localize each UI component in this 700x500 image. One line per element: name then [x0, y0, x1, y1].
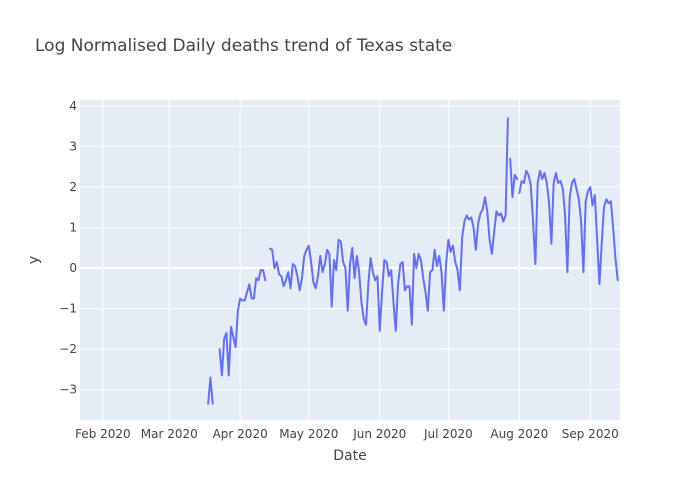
x-tick-label: Sep 2020: [562, 427, 619, 441]
y-tick-label: −1: [59, 302, 77, 316]
x-tick-label: Aug 2020: [490, 427, 548, 441]
x-axis-title: Date: [333, 448, 366, 464]
y-tick-labels: −3 −2 −1 0 1 2 3 4: [59, 99, 77, 397]
y-tick-label: 3: [69, 140, 77, 154]
x-gridlines: [102, 100, 591, 420]
series-group: [207, 117, 619, 405]
y-tick-label: −3: [59, 383, 77, 397]
chart-title: Log Normalised Daily deaths trend of Tex…: [35, 36, 452, 56]
x-tick-label: May 2020: [279, 427, 338, 441]
x-tick-labels: Feb 2020 Mar 2020 Apr 2020 May 2020 Jun 2020…: [75, 427, 619, 441]
y-tick-label: 0: [69, 261, 77, 275]
y-tick-label: 4: [69, 99, 77, 113]
y-tick-label: 2: [69, 180, 77, 194]
x-tick-label: Mar 2020: [141, 427, 198, 441]
y-axis-title: y: [26, 256, 42, 264]
x-tick-label: Apr 2020: [213, 427, 268, 441]
x-tick-label: Jul 2020: [423, 427, 473, 441]
y-tick-label: −2: [59, 342, 77, 356]
x-tick-label: Feb 2020: [75, 427, 131, 441]
y-tick-label: 1: [69, 221, 77, 235]
x-tick-label: Jun 2020: [352, 427, 406, 441]
series-line: [207, 117, 619, 405]
